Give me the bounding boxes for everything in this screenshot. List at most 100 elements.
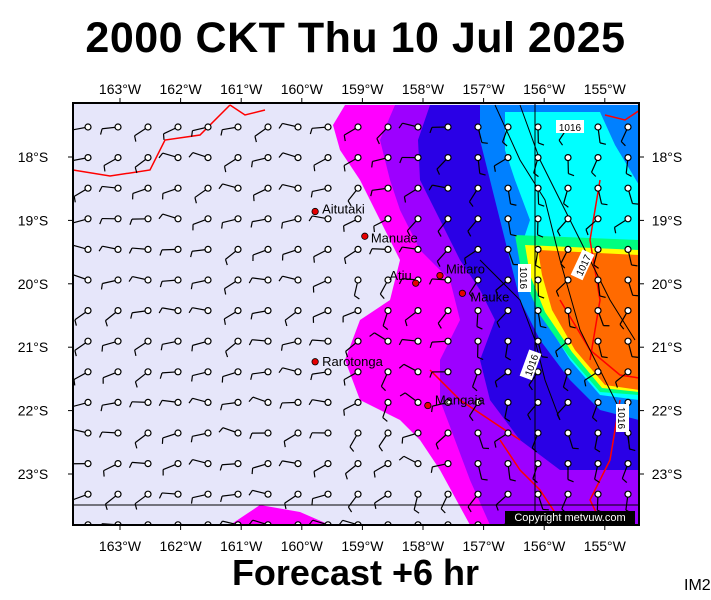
wind-barb (308, 215, 332, 223)
wind-barb (373, 460, 392, 478)
wind-barb (248, 337, 272, 346)
lon-label: 160°W (281, 538, 324, 554)
lon-label: 159°W (341, 81, 384, 97)
wind-barb (474, 123, 488, 144)
copyright-box (505, 511, 635, 524)
wind-barb (158, 213, 182, 223)
wind-barb (249, 429, 272, 439)
wind-barb (310, 368, 332, 381)
wind-barb (162, 123, 182, 140)
wind-barb (104, 307, 122, 327)
wind-barb (376, 123, 392, 145)
place-dot (458, 289, 466, 297)
wind-barb (440, 490, 452, 514)
wind-barb (563, 184, 572, 208)
lon-label: 162°W (160, 538, 203, 554)
wind-barb (620, 123, 632, 147)
wind-barb (188, 307, 212, 315)
wind-barb (624, 337, 639, 358)
wind-barb (399, 154, 422, 164)
place-rarotonga: Rarotonga (311, 354, 384, 369)
wind-barb (103, 154, 122, 172)
place-mauke: Mauke (458, 289, 509, 304)
wind-barb (251, 154, 272, 168)
wind-barb (221, 215, 242, 229)
wind-barb (190, 245, 212, 258)
wind-barb (188, 152, 212, 162)
wind-barb (104, 490, 122, 511)
lon-labels-top: 163°W 162°W 161°W 160°W 159°W 158°W 157°W 156°W… (99, 81, 627, 97)
wind-barb (495, 276, 512, 297)
wind-barb (161, 429, 182, 444)
wind-barb (188, 397, 212, 406)
lat-label: 23°S (18, 466, 49, 482)
place-aitutaki: Aitutaki (311, 202, 365, 217)
place-label: Manuae (371, 230, 418, 245)
wind-barb (308, 398, 332, 406)
wind-barb (353, 276, 362, 300)
lat-label: 20°S (652, 276, 683, 292)
wind-barb (99, 215, 122, 225)
wind-barb (248, 276, 272, 284)
wind-barb (73, 123, 92, 131)
lat-label: 23°S (652, 466, 683, 482)
lon-label: 160°W (281, 81, 324, 97)
wind-barb (223, 154, 242, 173)
lon-label: 158°W (402, 81, 445, 97)
wind-barb (467, 490, 482, 513)
wind-barb (284, 307, 302, 327)
wind-barb (278, 152, 302, 162)
wind-barb (128, 460, 152, 469)
wind-barb (281, 245, 302, 261)
wind-barb (343, 368, 362, 386)
copyright-text: Copyright metvuw.com (514, 512, 625, 524)
wind-barb (564, 307, 576, 329)
wind-barb (504, 460, 516, 482)
wind-barb (594, 337, 608, 359)
wind-barb (103, 460, 122, 477)
wind-barb (158, 307, 182, 315)
wind-barb (471, 368, 482, 392)
wind-barb (585, 215, 602, 236)
lon-label: 159°W (341, 538, 384, 554)
place-label: Mauke (470, 289, 509, 304)
wind-barb (134, 154, 152, 174)
wind-barb (218, 427, 242, 437)
wind-barb (494, 368, 512, 388)
wind-barb (280, 337, 302, 351)
wind-barb (374, 490, 392, 509)
wind-barb (191, 368, 212, 382)
wind-barb (474, 460, 488, 481)
wind-barb (379, 276, 392, 300)
place-markers: Aitutaki Manuae Mitiaro Atiu Mauke Rarotonga M… (311, 202, 509, 410)
wind-barb (494, 429, 512, 448)
wind-barb (312, 307, 332, 323)
lat-label: 18°S (652, 149, 683, 165)
wind-barb (73, 244, 92, 253)
wind-barb (496, 307, 512, 328)
wind-barb (373, 215, 392, 233)
wind-barb (313, 154, 332, 172)
wind-barb (251, 460, 272, 475)
wind-barb (99, 123, 122, 135)
wind-barb (100, 276, 122, 290)
wind-barbs (73, 122, 639, 525)
wind-barb (371, 154, 392, 168)
lat-labels-left: 18°S 19°S 20°S 21°S 22°S 23°S (18, 149, 49, 482)
wind-barb (342, 307, 362, 323)
wind-barb (428, 184, 452, 192)
wind-barb (429, 123, 452, 134)
wind-barb (98, 429, 122, 438)
wind-barb (73, 368, 92, 386)
wind-barb (281, 215, 302, 229)
wind-barb (248, 489, 272, 498)
wind-barb (101, 337, 122, 352)
wind-barb (624, 154, 632, 177)
wind-barb (398, 245, 422, 253)
wind-barb (593, 245, 602, 269)
wind-barb (73, 184, 92, 203)
wind-barb (430, 460, 452, 473)
wind-barb (398, 122, 422, 131)
wind-barb (73, 460, 92, 468)
